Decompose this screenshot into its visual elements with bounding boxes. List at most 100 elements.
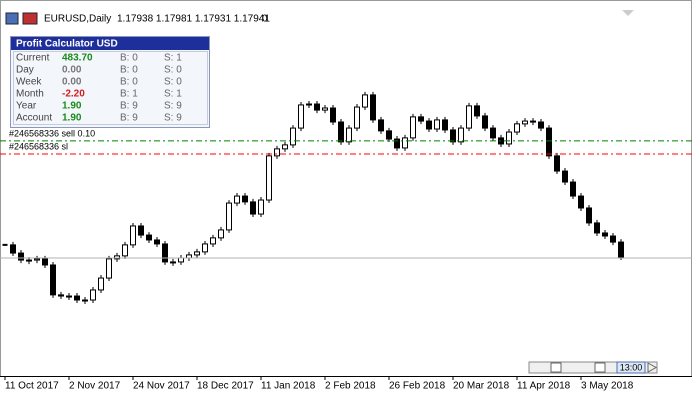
candle (410, 116, 416, 139)
row-count: S: 9 (164, 113, 182, 124)
candle (194, 251, 200, 256)
candles (2, 91, 624, 305)
candle (362, 94, 368, 108)
candle (514, 123, 520, 133)
candle (314, 103, 320, 111)
chart-icon[interactable] (22, 12, 38, 25)
order-label: #246568336 sl (9, 141, 68, 151)
candle (370, 94, 376, 121)
candle (506, 131, 512, 145)
candle (618, 241, 624, 258)
candle (546, 127, 552, 157)
row-count: B: 1 (120, 89, 138, 100)
time-label: 13:00 (620, 362, 643, 372)
candle (474, 105, 480, 117)
candle (418, 116, 424, 122)
candle (146, 234, 152, 241)
candle (538, 121, 544, 129)
candle (290, 127, 296, 146)
candle (490, 127, 496, 139)
candle (178, 257, 184, 263)
row-value: 1.90 (62, 101, 82, 112)
candle (402, 137, 408, 149)
order-label: #246568336 sell 0.10 (9, 128, 95, 138)
scroll-box[interactable] (550, 362, 562, 373)
row-count: S: 9 (164, 101, 182, 112)
scroll-arrow[interactable] (647, 362, 658, 373)
candle (234, 195, 240, 204)
scroll-box[interactable] (594, 362, 606, 373)
candle (594, 222, 600, 234)
candle (138, 225, 144, 236)
candle (282, 144, 288, 150)
row-count: B: 9 (120, 113, 138, 124)
candle (122, 244, 128, 257)
row-count: B: 0 (120, 65, 138, 76)
x-tick-label: 18 Dec 2017 (197, 381, 254, 392)
x-tick-label: 11 Apr 2018 (517, 381, 571, 392)
candle (250, 201, 256, 215)
candle (354, 106, 360, 129)
candle (90, 289, 96, 301)
candle (458, 127, 464, 143)
candle (42, 258, 48, 266)
row-count: B: 0 (120, 53, 138, 64)
x-tick-label: 26 Feb 2018 (389, 381, 446, 392)
candle (426, 120, 432, 130)
candle (570, 181, 576, 197)
candle (130, 225, 136, 246)
x-tick-label: 3 May 2018 (581, 381, 634, 392)
menu-icon[interactable] (5, 12, 19, 25)
candle (602, 232, 608, 237)
x-tick-label: 24 Nov 2017 (133, 381, 190, 392)
candle (322, 107, 328, 111)
x-tick-label: 11 Oct 2017 (5, 381, 59, 392)
candle (10, 244, 16, 254)
candle (298, 104, 304, 129)
candle (386, 130, 392, 140)
candle (162, 243, 168, 263)
candle (202, 243, 208, 253)
candle (586, 207, 592, 224)
row-label: Month (16, 89, 44, 100)
candle (434, 119, 440, 130)
volume-label: 0 (262, 14, 268, 25)
panel-title: Profit Calculator USD (16, 39, 118, 50)
row-count: S: 0 (164, 65, 182, 76)
panel-title-bar (11, 37, 209, 50)
candle (106, 258, 112, 279)
candle (258, 199, 264, 215)
row-count: B: 0 (120, 77, 138, 88)
candle (218, 229, 224, 239)
profit-panel: Profit Calculator USD Current 483.70 B: 0 S… (10, 36, 210, 128)
symbol-label: EURUSD,Daily (44, 14, 111, 25)
row-count: S: 0 (164, 77, 182, 88)
candle (306, 103, 312, 106)
candle (378, 119, 384, 132)
shift-marker (622, 10, 634, 16)
x-tick-label: 2 Nov 2017 (69, 381, 121, 392)
candle (242, 195, 248, 203)
row-value: 0.00 (62, 65, 82, 76)
row-count: B: 9 (120, 101, 138, 112)
candle (554, 155, 560, 172)
candle (210, 237, 216, 245)
candle (442, 119, 448, 131)
candle (66, 295, 72, 298)
time-box[interactable] (616, 361, 646, 374)
row-label: Account (16, 113, 52, 124)
candle (578, 195, 584, 209)
row-label: Current (16, 53, 50, 64)
candle (154, 239, 160, 245)
candle (274, 148, 280, 157)
candle (450, 129, 456, 143)
row-label: Day (16, 65, 34, 76)
candle (226, 202, 232, 231)
quote-label: 1.17938 1.17981 1.17931 1.17941 (117, 14, 270, 25)
candle (346, 127, 352, 143)
candle (466, 105, 472, 129)
row-value: -2.20 (62, 89, 85, 100)
row-count: S: 1 (164, 53, 182, 64)
x-tick-label: 2 Feb 2018 (325, 381, 376, 392)
